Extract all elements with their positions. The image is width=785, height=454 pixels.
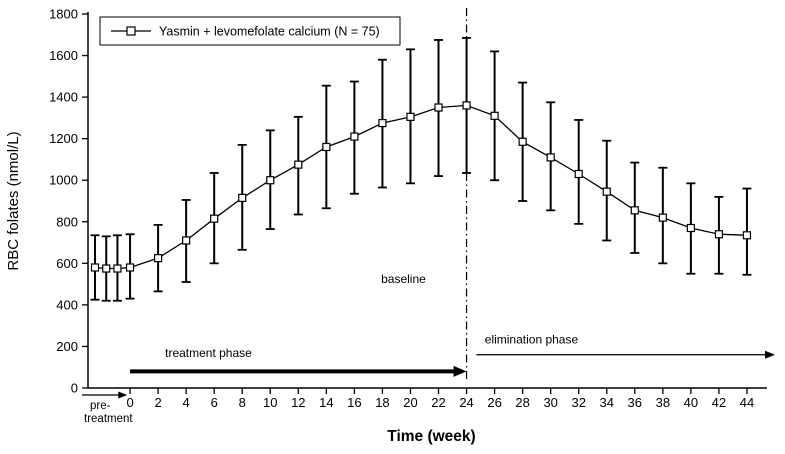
series-marker [742, 231, 752, 240]
pretreatment-label-line1: pre- [90, 400, 111, 412]
series-marker [266, 176, 275, 185]
x-tick-label: 0 [126, 395, 133, 410]
series-marker [90, 263, 100, 272]
series-marker [714, 230, 724, 239]
y-tick-label: 1200 [49, 131, 78, 146]
x-tick-label: 16 [347, 395, 361, 410]
y-tick-label: 0 [71, 381, 78, 396]
series-marker [210, 214, 219, 223]
treatment-phase-label: treatment phase [165, 346, 252, 360]
x-tick-label: 36 [628, 395, 642, 410]
x-tick-label: 34 [600, 395, 614, 410]
legend-open-square-marker [126, 26, 136, 36]
treatment-phase-arrow-head [453, 365, 467, 377]
x-tick-label: 12 [291, 395, 305, 410]
x-tick-label: 2 [154, 395, 161, 410]
x-tick-label: 38 [656, 395, 670, 410]
series-marker [154, 254, 163, 263]
series-marker [102, 264, 111, 273]
baseline-annotation: baseline [381, 272, 426, 286]
pretreatment-arrow-head [118, 391, 128, 399]
series-marker [490, 111, 499, 120]
x-axis-title: Time (week) [387, 428, 475, 445]
x-tick-label: 8 [239, 395, 246, 410]
elimination-phase-label: elimination phase [485, 332, 579, 346]
x-tick-label: 42 [712, 395, 726, 410]
series-marker [406, 112, 415, 121]
y-tick-label: 600 [56, 256, 78, 271]
series-marker [125, 263, 135, 272]
x-tick-label: 6 [211, 395, 218, 410]
x-tick-label: 18 [375, 395, 389, 410]
y-tick-label: 1400 [49, 90, 78, 105]
y-tick-label: 1600 [49, 48, 78, 63]
y-tick-label: 1800 [49, 7, 78, 22]
series-marker [574, 169, 583, 179]
series-marker [462, 101, 471, 110]
x-tick-label: 14 [319, 395, 333, 410]
y-axis-title: RBC folates (nmol/L) [5, 131, 22, 270]
series-marker [322, 142, 331, 152]
series-marker [658, 213, 667, 222]
y-tick-label: 200 [56, 339, 78, 354]
series-line [94, 104, 748, 270]
series-marker [630, 206, 639, 215]
x-tick-label: 28 [515, 395, 529, 410]
x-tick-label: 10 [263, 395, 277, 410]
series-marker [238, 193, 247, 202]
series-marker [113, 264, 122, 273]
series-marker [294, 160, 303, 169]
x-tick-label: 30 [543, 395, 557, 410]
series-marker [686, 223, 695, 233]
y-tick-label: 1000 [49, 173, 78, 188]
x-tick-label: 22 [431, 395, 445, 410]
y-tick-label: 800 [56, 214, 78, 229]
x-tick-label: 44 [740, 395, 754, 410]
y-tick-label: 400 [56, 297, 78, 312]
series-marker [518, 137, 527, 146]
x-tick-label: 32 [571, 395, 585, 410]
elimination-phase-arrow-head [765, 350, 775, 359]
series-marker [546, 153, 555, 162]
x-tick-label: 20 [403, 395, 417, 410]
x-tick-label: 4 [183, 395, 190, 410]
x-tick-label: 40 [684, 395, 698, 410]
series-marker [602, 187, 611, 196]
x-tick-label: 24 [459, 395, 473, 410]
series-marker [182, 236, 191, 245]
series-marker [378, 118, 387, 128]
legend-label: Yasmin + levomefolate calcium (N = 75) [159, 25, 380, 39]
series-marker [350, 132, 359, 141]
series-marker [434, 103, 443, 112]
pretreatment-label-line2: treatment [84, 413, 133, 425]
x-tick-label: 26 [487, 395, 501, 410]
